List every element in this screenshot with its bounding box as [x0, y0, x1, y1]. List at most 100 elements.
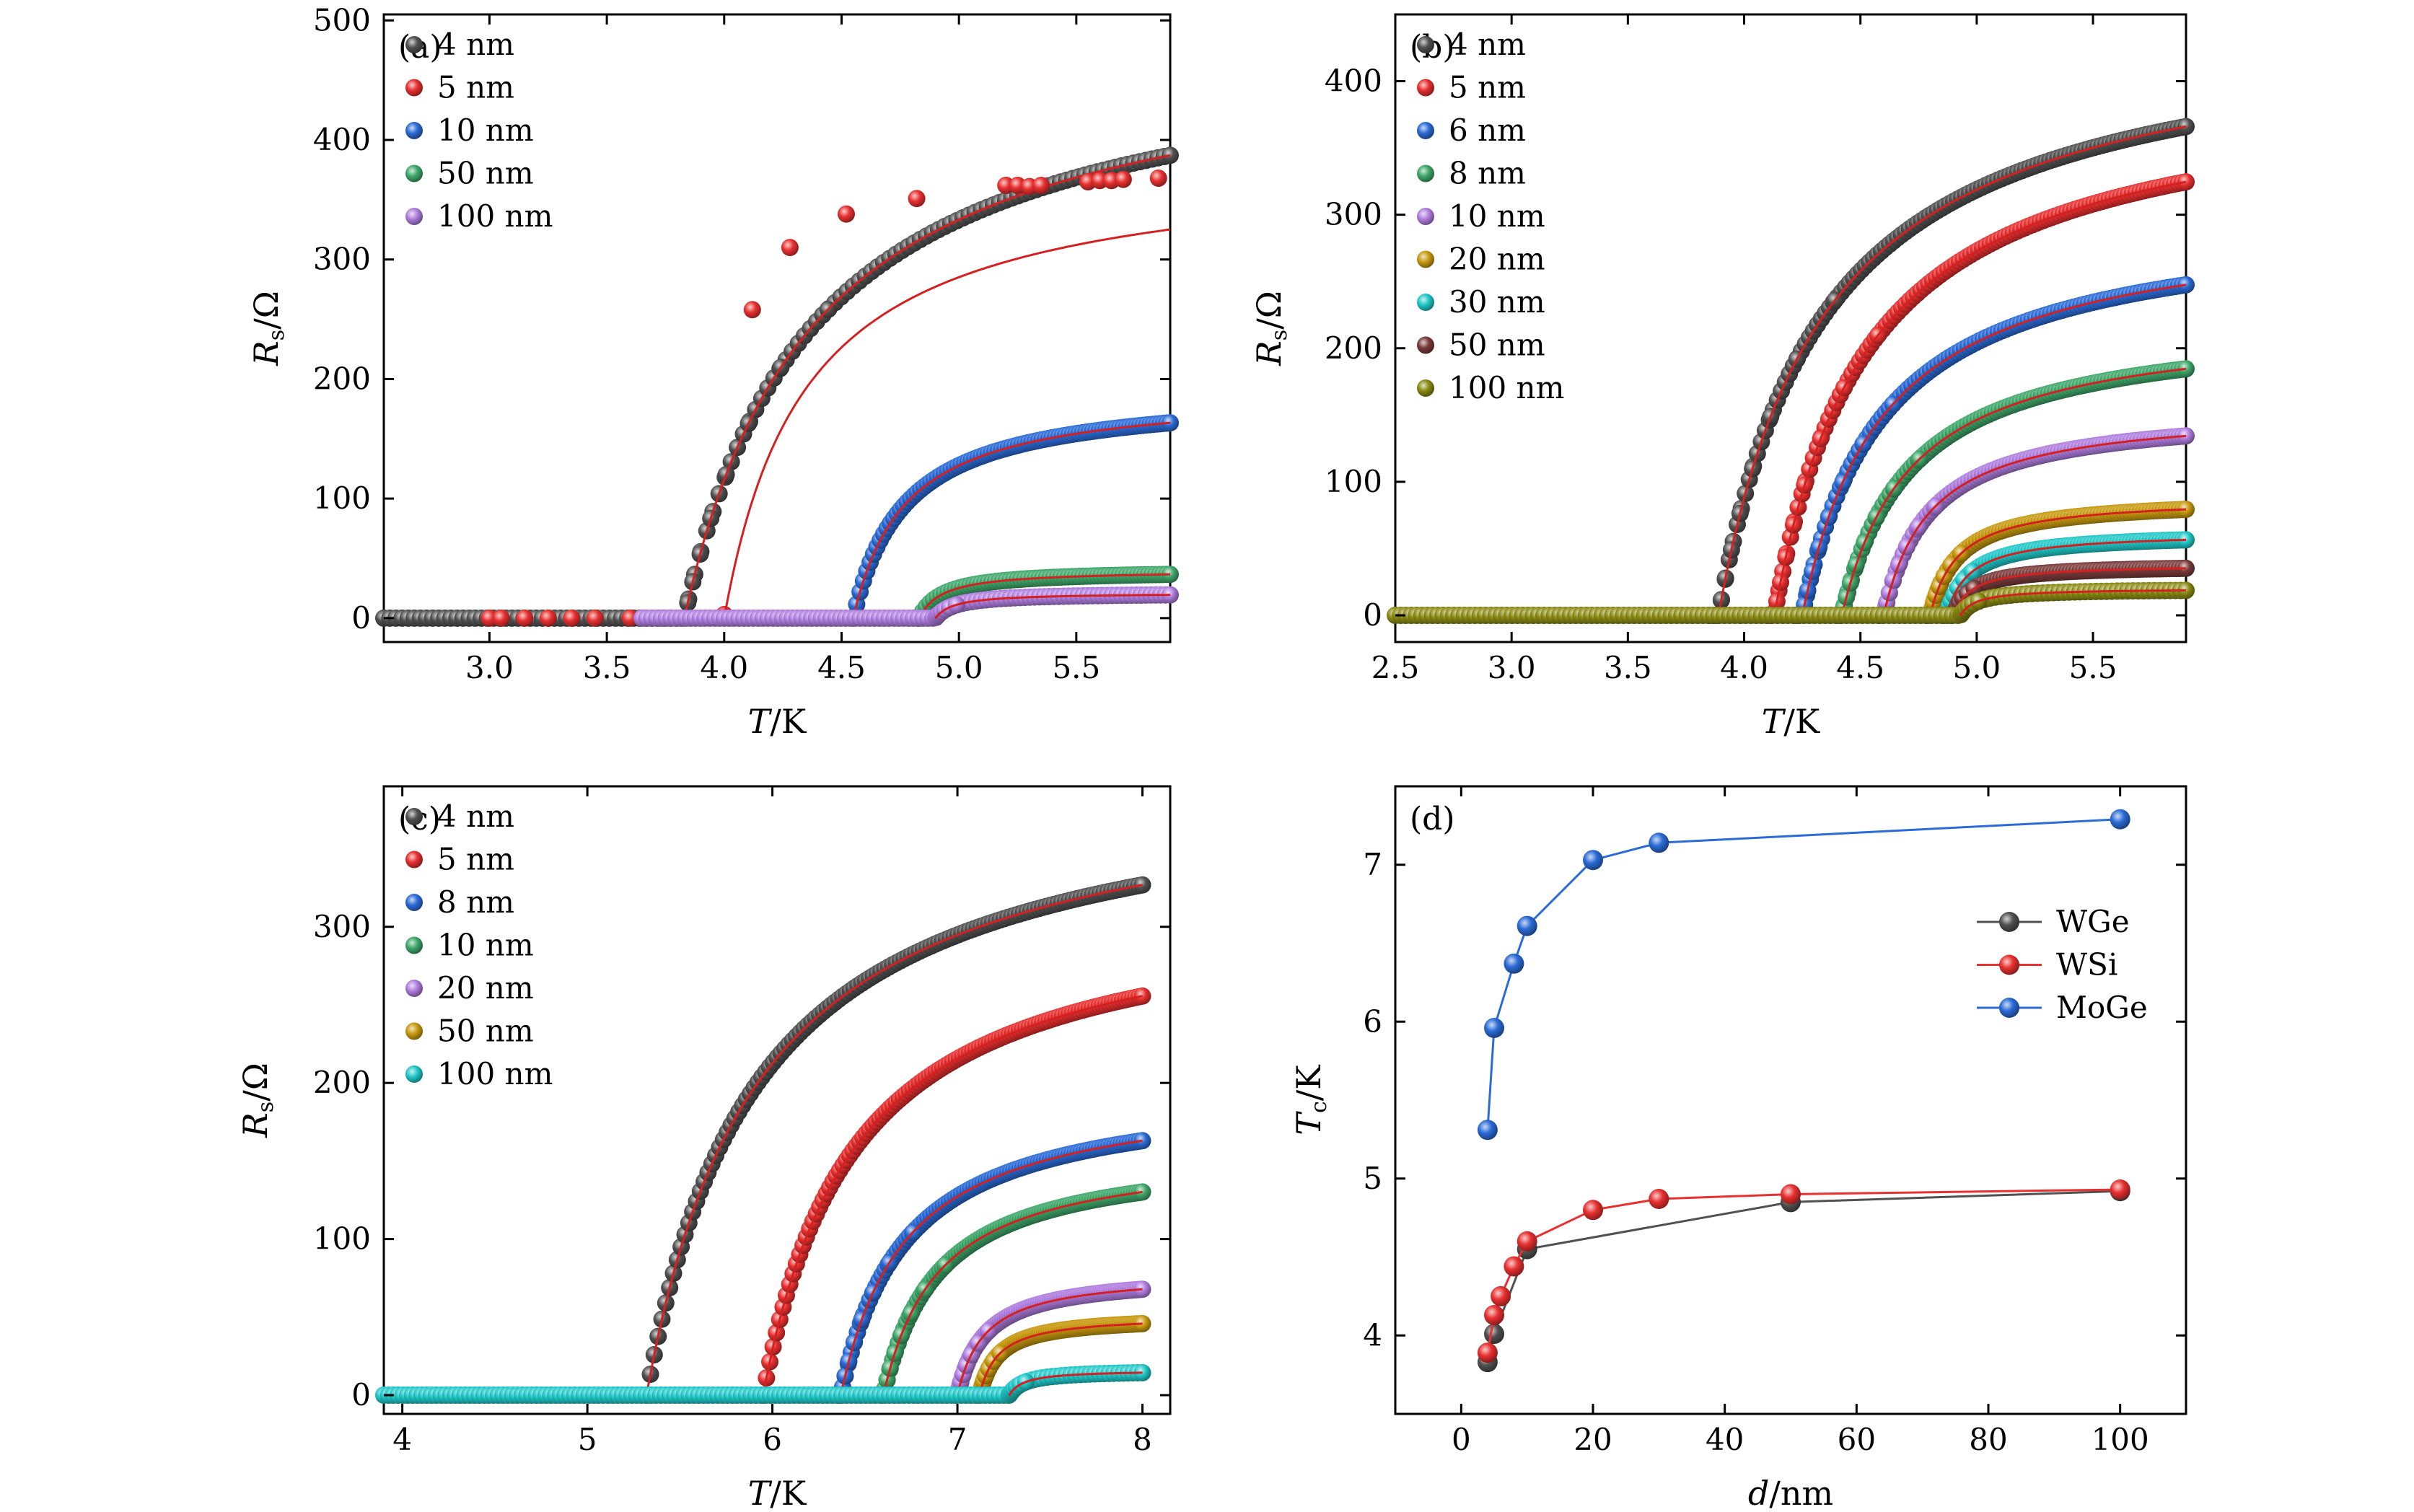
series-10-nm — [844, 414, 1179, 627]
plot-frame — [1394, 13, 2187, 643]
x-tick-label: 4.0 — [1720, 650, 1768, 685]
legend-item: MoGe — [1977, 990, 2148, 1025]
legend-item: 50 nm — [405, 156, 534, 191]
fit-curve — [852, 421, 1171, 620]
series-8-nm — [1828, 360, 2195, 624]
fit-curve — [918, 573, 1171, 619]
fit-curve — [1801, 284, 2187, 616]
plot-area — [1387, 118, 2195, 624]
legend-marker — [1417, 379, 1434, 397]
legend-item: 5 nm — [405, 70, 514, 105]
y-tick-label: 200 — [313, 361, 371, 396]
legend-marker — [1417, 294, 1434, 311]
data-point — [1649, 1189, 1669, 1209]
legend-marker — [1417, 208, 1434, 225]
panel-d: 0 20 40 60 80 100 4 5 6 7 (d) WGe WSi MoGe d/nm Tc/… — [1289, 785, 2187, 1512]
x-tick-label: 7 — [948, 1422, 967, 1457]
data-point — [2110, 809, 2130, 830]
data-point — [781, 239, 799, 257]
y-axis-label: Rs/Ω — [236, 1063, 278, 1138]
data-point — [1149, 170, 1167, 187]
legend-marker — [1417, 250, 1434, 268]
y-tick-label: 6 — [1363, 1003, 1382, 1039]
x-tick-label: 5.5 — [1052, 650, 1100, 685]
legend: 4 nm 5 nm 8 nm 10 nm 20 nm 50 nm 100 nm — [405, 799, 553, 1091]
series-5-nm — [1758, 173, 2195, 624]
legend-label: 50 nm — [1449, 328, 1545, 363]
legend-marker — [405, 122, 423, 139]
y-tick-label: 200 — [313, 1065, 371, 1100]
data-point — [1583, 1200, 1603, 1221]
legend-marker — [405, 79, 423, 97]
x-tick-label: 80 — [1969, 1422, 2007, 1457]
panel-label: (d) — [1410, 801, 1455, 838]
legend-item: 30 nm — [1417, 284, 1545, 320]
x-tick-label: 8 — [1133, 1422, 1152, 1457]
fit-curve — [840, 1139, 1143, 1396]
fit-curve — [683, 154, 1171, 619]
data-point — [1477, 1342, 1498, 1363]
legend-marker — [1999, 954, 2019, 975]
y-tick-label: 0 — [1363, 597, 1382, 633]
fit-curve — [934, 594, 1171, 620]
plot-area — [375, 876, 1151, 1404]
data-point — [1484, 1305, 1504, 1325]
x-tick-label: 6 — [763, 1422, 782, 1457]
legend-item: 4 nm — [405, 799, 514, 834]
legend-item: 20 nm — [405, 970, 534, 1006]
series-50-nm — [969, 1314, 1151, 1404]
legend-item: 10 nm — [1417, 198, 1545, 234]
legend: 4 nm 5 nm 10 nm 50 nm 100 nm — [405, 27, 553, 234]
legend-marker — [1417, 336, 1434, 354]
plot-area — [375, 146, 1179, 627]
plot-frame — [382, 785, 1172, 1415]
data-point — [1649, 832, 1669, 853]
legend-marker — [405, 808, 423, 825]
series-5-nm — [480, 170, 1171, 627]
data-point — [563, 609, 581, 627]
legend-label: 4 nm — [437, 799, 514, 834]
legend-item: 50 nm — [1417, 328, 1545, 363]
fit-curve — [956, 1288, 1143, 1396]
data-point — [1504, 1256, 1524, 1277]
legend-label: 10 nm — [437, 928, 534, 963]
series-10-nm — [1870, 427, 2195, 624]
legend-item: WGe — [1977, 904, 2130, 939]
series-100-nm — [633, 586, 1179, 627]
series-6-nm — [1786, 276, 2195, 624]
legend-label: 50 nm — [437, 1014, 534, 1049]
legend-marker — [1417, 79, 1434, 97]
legend-label: 10 nm — [437, 113, 534, 148]
x-tick-label: 4.5 — [1836, 650, 1884, 685]
data-point — [743, 301, 761, 319]
x-tick-label: 3.5 — [1604, 650, 1652, 685]
data-point — [492, 609, 510, 627]
legend-item: 5 nm — [1417, 70, 1526, 105]
x-tick-label: 0 — [1452, 1422, 1471, 1457]
data-point — [1491, 1285, 1511, 1306]
data-point — [1032, 177, 1050, 194]
legend-label: 8 nm — [1449, 156, 1526, 191]
y-tick-label: 300 — [1325, 197, 1382, 232]
legend-marker — [1417, 122, 1434, 139]
legend-marker — [405, 164, 423, 183]
legend-item: 20 nm — [1417, 242, 1545, 277]
data-point — [1477, 1120, 1498, 1140]
legend-item: 6 nm — [1417, 113, 1526, 148]
y-axis-label: Rs/Ω — [247, 291, 289, 366]
y-axis-label: Tc/K — [1289, 1064, 1332, 1135]
x-tick-label: 5 — [578, 1422, 597, 1457]
y-tick-label: 300 — [313, 909, 371, 944]
fit-curve — [645, 884, 1143, 1396]
legend-item: 100 nm — [405, 1056, 553, 1091]
y-tick-label: 7 — [1363, 847, 1382, 882]
y-tick-label: 0 — [351, 1377, 371, 1412]
y-tick-label: 100 — [313, 1221, 371, 1257]
legend-marker — [1999, 998, 2019, 1018]
x-tick-label: 3.0 — [465, 650, 514, 685]
x-tick-label: 20 — [1574, 1422, 1612, 1457]
